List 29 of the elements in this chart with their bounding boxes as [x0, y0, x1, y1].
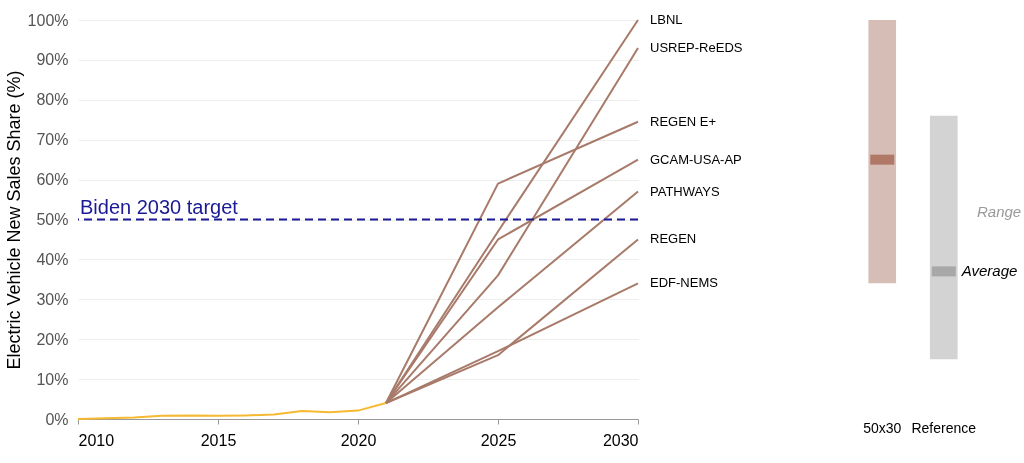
series-label: REGEN E+ [650, 113, 717, 129]
y-tick-label: 50% [36, 211, 69, 228]
y-axis-title: Electric Vehicle New Sales Share (%) [3, 70, 24, 370]
x-tick-label: 2015 [200, 431, 237, 449]
y-tick-label: 100% [27, 11, 69, 29]
series-label: EDF-NEMS [650, 275, 719, 291]
x-tick-label: 2020 [340, 431, 377, 449]
y-tick-label: 20% [36, 330, 69, 348]
x-tick-label: 50x30 [863, 419, 902, 436]
x-tick-label: Reference [911, 419, 977, 436]
x-tick-label: 2010 [78, 431, 115, 449]
series-label: REGEN [650, 231, 697, 247]
series-label: PATHWAYS [650, 183, 720, 199]
series-label: GCAM-USA-AP [650, 151, 742, 167]
series-label: LBNL [650, 12, 683, 27]
y-tick-label: 0% [45, 410, 69, 428]
ref-line-label: Biden 2030 target [80, 195, 239, 218]
y-tick-label: 70% [36, 131, 69, 149]
x-tick-label: 2025 [480, 431, 517, 449]
y-tick-label: 80% [36, 91, 69, 109]
y-tick-label: 10% [36, 370, 69, 388]
y-tick-label: 60% [36, 171, 69, 189]
y-tick-label: 90% [36, 51, 69, 69]
series-label: USREP-ReEDS [650, 39, 743, 55]
y-tick-label: 30% [36, 290, 69, 308]
text: Range [977, 202, 1022, 220]
x-tick-label: 2030 [602, 431, 639, 449]
y-tick-label: 40% [36, 250, 69, 268]
annotation: Average [960, 262, 1018, 280]
